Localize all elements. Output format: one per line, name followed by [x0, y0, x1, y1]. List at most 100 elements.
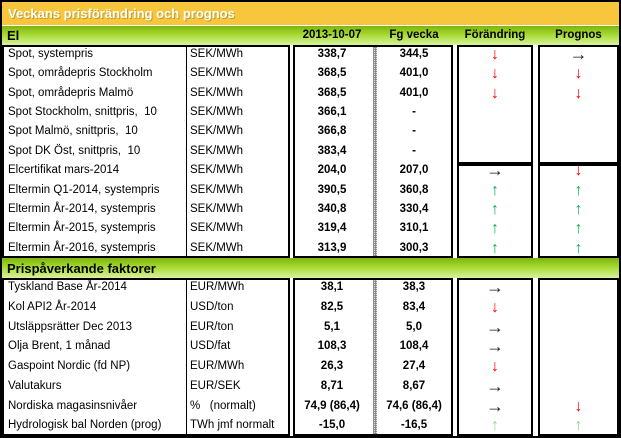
current-value: 38,1 [320, 281, 344, 293]
row-label: Valutakurs [8, 379, 62, 392]
previous-value: 310,1 [399, 222, 429, 235]
forecast-arrow-cell: ↓ [538, 397, 619, 417]
up-arrow-icon: ↑ [574, 417, 583, 435]
change-arrow-cell: ↓ [457, 357, 533, 377]
right-arrow-icon: → [569, 45, 588, 64]
change-arrow-cell: ↑ [457, 239, 533, 258]
previous-value: - [412, 106, 416, 119]
down-arrow-icon: ↓ [574, 65, 583, 83]
current-value: 74,9 (86,4) [304, 399, 360, 412]
row-unit: SEK/MWh [190, 164, 244, 177]
right-arrow-icon: → [486, 161, 504, 181]
pf-change-box [457, 278, 533, 436]
forecast-arrow-cell: ↑ [538, 416, 619, 436]
previous-value: - [412, 125, 416, 138]
up-arrow-icon: ↑ [491, 181, 499, 199]
previous-value: 401,0 [399, 67, 429, 80]
previous-value: -16,5 [400, 419, 428, 432]
change-arrow-cell: ↑ [457, 416, 533, 436]
row-label: Utsläppsrätter Dec 2013 [8, 320, 133, 333]
el-forecast-box-spot [538, 45, 619, 164]
current-value: 366,8 [317, 125, 347, 138]
row-unit: SEK/MWh [190, 241, 244, 254]
forecast-arrow-cell: ↑ [538, 219, 619, 238]
row-unit: EUR/MWh [190, 360, 245, 372]
previous-value: - [412, 144, 416, 157]
label-unit-divider [186, 47, 187, 256]
row-label: Eltermin År-2016, systempris [8, 241, 156, 254]
pf-label-unit-box [2, 278, 290, 436]
row-label: Gaspoint Nordic (fd NP) [8, 360, 131, 372]
change-arrow-cell: ↑ [457, 219, 533, 238]
current-value: 313,9 [317, 241, 347, 254]
current-value: -15,0 [318, 419, 346, 432]
section-title-el: El [7, 28, 20, 43]
change-arrow-cell: → [457, 278, 533, 298]
current-value: 390,5 [317, 183, 347, 196]
row-label: Spot, systempris [8, 48, 93, 60]
row-unit: TWh jmf normalt [190, 419, 275, 432]
down-arrow-icon: ↓ [574, 162, 583, 180]
down-arrow-icon: ↓ [491, 298, 499, 316]
up-arrow-icon: ↑ [491, 220, 499, 238]
change-arrow-cell: → [457, 397, 533, 417]
up-arrow-icon: ↑ [491, 239, 499, 257]
row-unit: SEK/MWh [190, 48, 244, 60]
row-label: Spot, områdepris Malmö [8, 86, 134, 99]
previous-value: 108,4 [399, 340, 429, 353]
el-change-box-termin [457, 164, 533, 258]
change-arrow-cell: → [457, 161, 533, 180]
pf-values-box [293, 278, 453, 436]
row-label: Eltermin Q1-2014, systempris [8, 183, 160, 196]
down-arrow-icon: ↓ [491, 46, 499, 63]
row-unit: SEK/MWh [190, 202, 244, 215]
column-header-change: Förändring [464, 29, 526, 41]
previous-value: 360,8 [399, 183, 429, 196]
change-arrow-cell: ↓ [457, 64, 533, 83]
row-label: Spot DK Öst, snittpris, 10 [8, 144, 141, 157]
row-label: Olja Brent, 1 månad [8, 340, 111, 353]
current-value: 204,0 [317, 164, 347, 177]
previous-value: 83,4 [402, 300, 426, 313]
row-unit: SEK/MWh [190, 106, 244, 119]
previous-value: 74,6 (86,4) [386, 399, 442, 412]
previous-value: 5,0 [406, 320, 422, 333]
label-unit-divider [186, 280, 187, 434]
current-value: 340,8 [317, 202, 347, 215]
values-divider-hatch [373, 280, 377, 434]
section-title-faktorer: Prispåverkande faktorer [7, 260, 156, 276]
forecast-arrow-cell: ↑ [538, 181, 619, 200]
change-arrow-cell: → [457, 337, 533, 357]
current-value: 82,5 [320, 300, 344, 313]
row-unit: SEK/MWh [190, 183, 244, 196]
row-label: Elcertifikat mars-2014 [8, 164, 120, 177]
right-arrow-icon: → [486, 278, 504, 297]
up-arrow-icon: ↑ [491, 200, 499, 218]
up-arrow-icon: ↑ [574, 200, 583, 218]
row-label: Hydrologisk bal Norden (prog) [8, 419, 162, 432]
row-label: Nordiska magasinsnivåer [8, 399, 138, 412]
previous-value: 38,3 [402, 281, 426, 293]
values-divider-hatch [373, 47, 377, 256]
up-arrow-icon: ↑ [574, 239, 583, 257]
forecast-arrow-cell: ↓ [538, 161, 619, 180]
row-unit: SEK/MWh [190, 67, 244, 80]
current-value: 319,4 [317, 222, 347, 235]
report-title-bar: Veckans prisförändring och prognos [2, 2, 619, 26]
forecast-arrow-cell: ↑ [538, 200, 619, 219]
right-arrow-icon: → [486, 376, 504, 396]
el-label-unit-box [2, 45, 290, 258]
right-arrow-icon: → [486, 396, 504, 416]
el-values-box [293, 45, 453, 258]
pf-forecast-box [538, 278, 619, 436]
row-unit: SEK/MWh [190, 86, 244, 99]
previous-value: 344,5 [399, 48, 429, 60]
change-arrow-cell: ↑ [457, 200, 533, 219]
previous-value: 330,4 [399, 202, 429, 215]
change-arrow-cell: ↑ [457, 181, 533, 200]
change-arrow-cell: → [457, 377, 533, 397]
current-value: 368,5 [317, 86, 347, 99]
current-value: 368,5 [317, 67, 347, 80]
forecast-arrow-cell: ↓ [538, 64, 619, 83]
